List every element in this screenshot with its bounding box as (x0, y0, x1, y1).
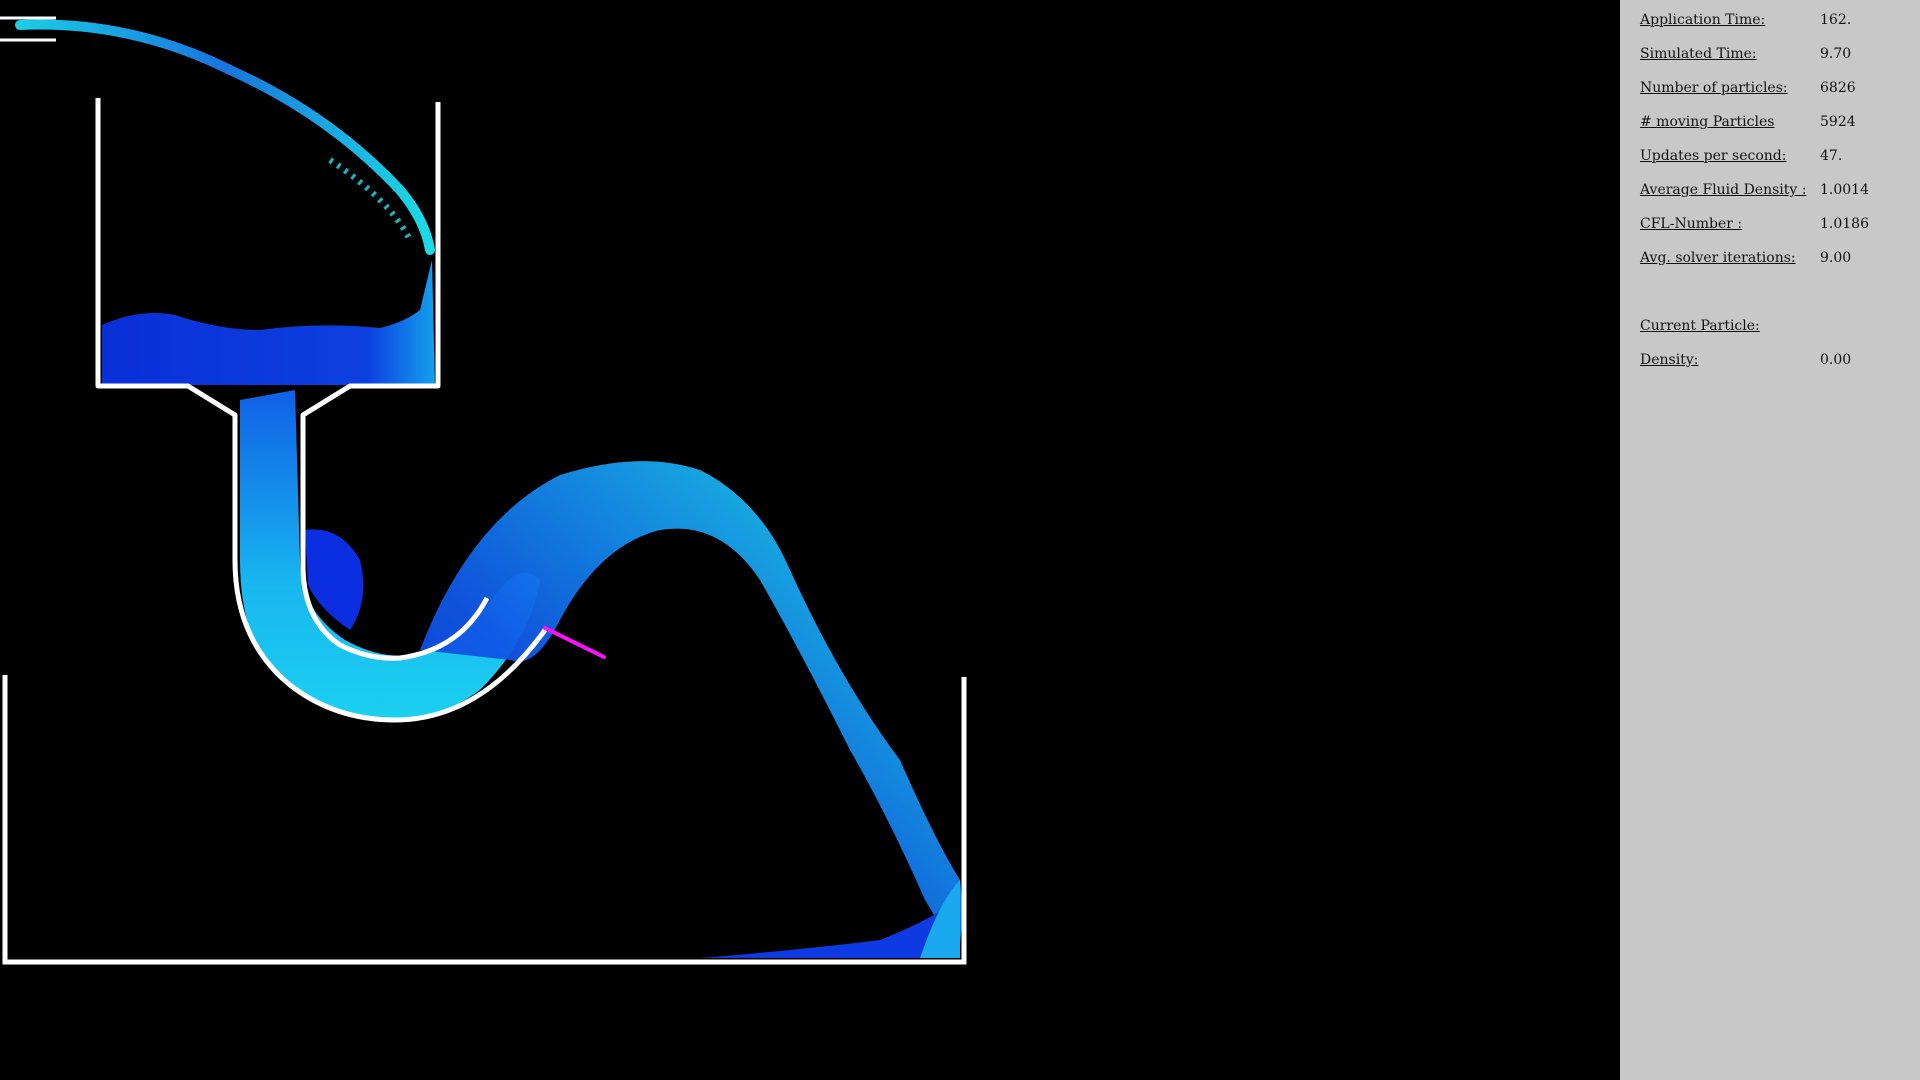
current-particle-density: Density: 0.00 (1640, 352, 1910, 372)
basin-corner-fluid (920, 880, 960, 958)
stat-label: Average Fluid Density : (1640, 182, 1807, 198)
stat-avg-solver-iterations: Avg. solver iterations: 9.00 (1640, 250, 1910, 270)
arching-jet (420, 461, 963, 955)
stat-label: Avg. solver iterations: (1640, 250, 1796, 266)
inlet-nozzle (0, 16, 56, 42)
current-particle-label: Current Particle: (1640, 318, 1760, 334)
stat-number-of-particles: Number of particles: 6826 (1640, 80, 1910, 100)
statistics-panel: Application Time: 162. Simulated Time: 9… (1620, 0, 1920, 1080)
stat-value: 5924 (1820, 114, 1856, 130)
basin-fluid (700, 900, 958, 958)
stat-label: Updates per second: (1640, 148, 1787, 164)
current-particle-heading: Current Particle: (1640, 318, 1910, 338)
stat-value: 1.0014 (1820, 182, 1869, 198)
stat-label: # moving Particles (1640, 114, 1775, 130)
stat-label: Simulated Time: (1640, 46, 1757, 62)
stat-value: 162. (1820, 12, 1852, 28)
upper-tank-wall (95, 98, 548, 723)
bend-inner-fluid (305, 529, 364, 630)
inflow-stream (15, 19, 435, 255)
stat-label: Number of particles: (1640, 80, 1788, 96)
stat-value: 6826 (1820, 80, 1856, 96)
stat-updates-per-second: Updates per second: 47. (1640, 148, 1910, 168)
stat-value: 0.00 (1820, 352, 1852, 368)
stat-value: 47. (1820, 148, 1843, 164)
stat-label: CFL-Number : (1640, 216, 1743, 232)
stat-value: 9.00 (1820, 250, 1852, 266)
inflow-spray (328, 157, 413, 242)
stat-label: Density: (1640, 352, 1699, 368)
stat-application-time: Application Time: 162. (1640, 12, 1910, 32)
lower-basin-wall (2, 675, 967, 965)
stat-value: 9.70 (1820, 46, 1852, 62)
stat-simulated-time: Simulated Time: 9.70 (1640, 46, 1910, 66)
stat-label: Application Time: (1640, 12, 1766, 28)
particle-selection-marker[interactable] (543, 626, 606, 659)
upper-tank-right-wall (300, 102, 490, 661)
stat-average-fluid-density: Average Fluid Density : 1.0014 (1640, 182, 1910, 202)
stat-cfl-number: CFL-Number : 1.0186 (1640, 216, 1910, 236)
stat-moving-particles: # moving Particles 5924 (1640, 114, 1910, 134)
simulation-canvas[interactable] (0, 0, 1620, 1080)
stat-value: 1.0186 (1820, 216, 1869, 232)
tank-fluid (102, 260, 435, 385)
simulation-viewport[interactable] (0, 0, 1620, 1080)
